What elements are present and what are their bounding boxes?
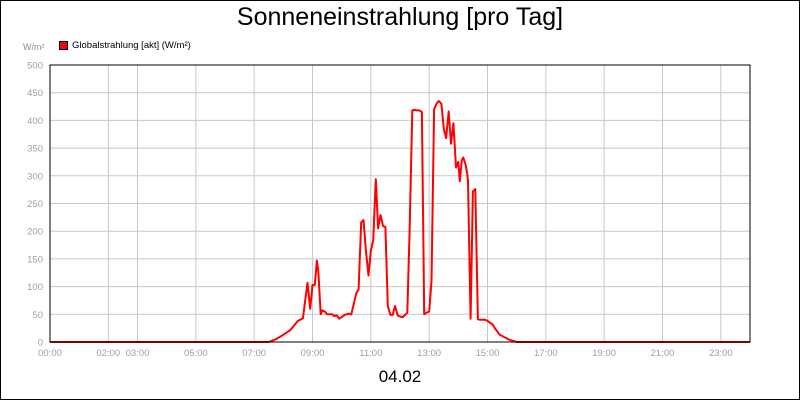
plot-area-border (49, 64, 751, 343)
x-tick-label: 23:00 (709, 348, 733, 359)
x-tick-label: 17:00 (534, 348, 558, 359)
y-tick-label: 450 (27, 88, 43, 99)
x-tick-label: 00:00 (38, 348, 62, 359)
x-tick-label: 13:00 (417, 348, 441, 359)
y-tick-label: 150 (27, 254, 43, 265)
x-tick-label: 09:00 (301, 348, 325, 359)
x-tick-label: 05:00 (184, 348, 208, 359)
series-group (50, 100, 750, 343)
y-tick-label: 100 (27, 282, 43, 293)
x-tick-label: 11:00 (359, 348, 382, 359)
y-tick-label: 350 (27, 144, 43, 155)
x-tick-label: 02:00 (96, 348, 120, 359)
x-tick-label: 15:00 (476, 348, 500, 359)
chart-title: Sonneneinstrahlung [pro Tag] (236, 3, 564, 31)
legend: Globalstrahlung [akt] (W/m²) (59, 39, 191, 51)
x-tick-label: 21:00 (651, 348, 675, 359)
x-axis-ticks: 00:00 02:00 03:00 05:00 07:00 09:00 11:00 13:00… (38, 348, 733, 359)
y-tick-label: 250 (27, 199, 43, 210)
legend-swatch (59, 40, 68, 50)
grid (50, 65, 750, 342)
y-tick-label: 400 (27, 116, 43, 127)
y-axis-ticks: 0 50 100 150 200 250 300 350 400 450 500 (27, 61, 43, 349)
x-tick-label: 03:00 (126, 348, 150, 359)
x-axis-date: 04.02 (378, 367, 422, 386)
y-tick-label: 200 (27, 227, 43, 238)
y-tick-label: 300 (27, 171, 43, 182)
legend-label: Globalstrahlung [akt] (W/m²) (72, 39, 191, 51)
y-axis-unit: W/m² (23, 42, 45, 52)
series-line (50, 100, 750, 343)
x-tick-label: 07:00 (242, 348, 266, 359)
y-tick-label: 500 (27, 61, 43, 72)
x-tick-label: 19:00 (592, 348, 616, 359)
y-tick-label: 50 (32, 310, 43, 321)
y-tick-label: 0 (38, 338, 43, 349)
